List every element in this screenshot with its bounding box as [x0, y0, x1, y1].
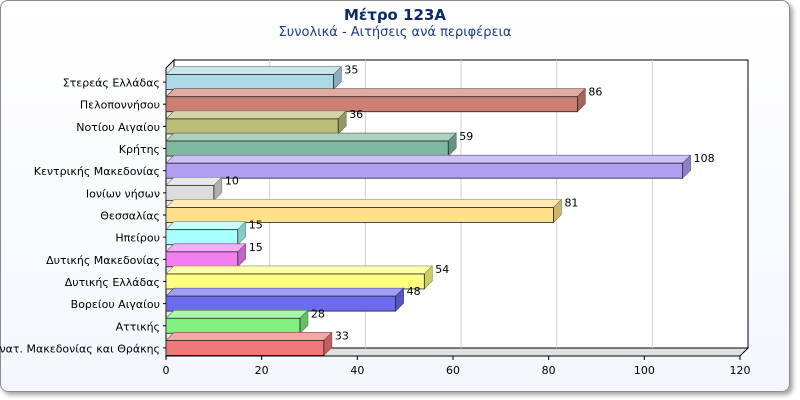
bar-top-face [165, 265, 434, 275]
category-label: Κεντρικής Μακεδονίας [34, 165, 160, 178]
category-label: Στερεάς Ελλάδας [63, 77, 160, 90]
bar [165, 207, 554, 223]
bar [165, 140, 449, 157]
category-label: Δυτικής Μακεδονίας [46, 254, 160, 267]
bar-top-face [165, 132, 457, 142]
category-label: Βορείου Αιγαίου [71, 298, 160, 311]
bar-top-face [165, 66, 343, 75]
bar-top-face [165, 221, 247, 230]
bar-top-face [165, 309, 309, 319]
data-label: 108 [694, 152, 715, 165]
data-label: 54 [435, 263, 449, 276]
bar [165, 340, 325, 356]
category-label: Αττικής [116, 320, 160, 333]
data-label: 59 [459, 130, 473, 143]
bar [165, 118, 339, 135]
bar-top-face [165, 332, 333, 341]
bar-top-face [165, 287, 405, 297]
x-tick-label: 120 [730, 364, 751, 377]
bar-top-face [165, 88, 587, 98]
data-label: 28 [311, 307, 325, 320]
category-label: Δυτικής Ελλάδας [65, 276, 160, 289]
data-label: 33 [335, 329, 349, 342]
x-tick-label: 40 [350, 364, 364, 377]
data-label: 15 [249, 241, 263, 254]
bar [165, 162, 683, 179]
bar-top-face [165, 177, 223, 186]
bar [165, 317, 301, 334]
data-label: 86 [588, 86, 602, 99]
category-label: Ηπείρου [115, 232, 160, 245]
bar [165, 229, 239, 246]
bar [165, 295, 397, 312]
category-label: Πελοποννήσου [80, 99, 160, 112]
chart-subtitle: Συνολικά - Αιτήσεις ανά περιφέρεια [278, 25, 512, 40]
bar-top-face [165, 110, 347, 120]
x-tick-label: 80 [542, 364, 556, 377]
x-tick-label: 0 [163, 364, 170, 377]
data-label: 81 [564, 197, 578, 210]
data-label: 10 [225, 174, 239, 187]
bar [165, 251, 239, 268]
data-label: 15 [249, 219, 263, 232]
bar [165, 74, 334, 90]
bar-top-face [165, 154, 692, 164]
category-label: Θεσσαλίας [100, 210, 160, 223]
chart-title: Μέτρο 123Α [343, 6, 447, 24]
bar [165, 273, 425, 290]
x-tick-label: 100 [634, 364, 655, 377]
x-tick-label: 20 [255, 364, 269, 377]
data-label: 48 [407, 285, 421, 298]
data-label: 35 [344, 64, 358, 77]
data-label: 36 [349, 108, 363, 121]
category-label: Νοτίου Αιγαίου [76, 121, 160, 134]
bar-top-face [165, 243, 247, 253]
bar-top-face [165, 199, 563, 208]
bar [165, 184, 215, 201]
category-label: Ιονίων νήσων [86, 187, 160, 200]
bar [165, 96, 578, 113]
category-label: Κρήτης [119, 143, 160, 156]
category-label: Ανατ. Μακεδονίας και Θράκης [0, 342, 160, 355]
x-tick-label: 60 [446, 364, 460, 377]
